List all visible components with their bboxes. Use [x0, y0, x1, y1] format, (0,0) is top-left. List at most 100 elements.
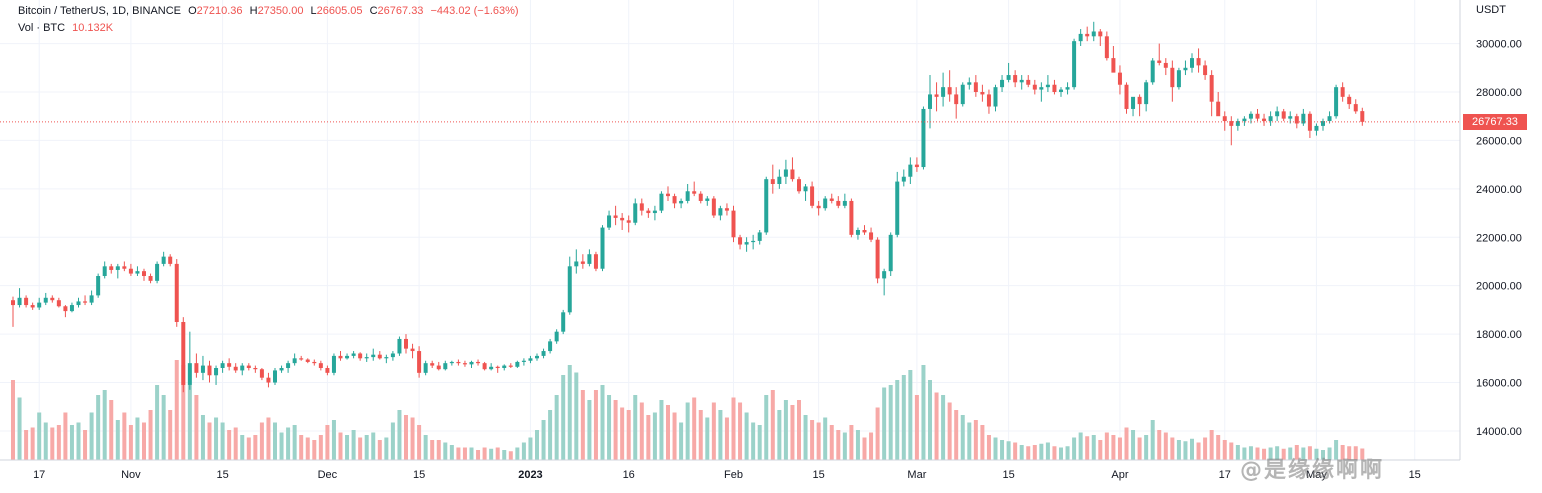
volume-bar — [816, 422, 821, 460]
volume-bar — [639, 402, 644, 460]
volume-bar — [384, 437, 389, 460]
candle — [1078, 29, 1083, 46]
candle — [548, 338, 553, 354]
candle — [135, 266, 140, 276]
volume-bar — [954, 410, 959, 460]
volume-bar — [705, 417, 710, 460]
volume-bar — [259, 422, 264, 460]
candle — [417, 346, 422, 378]
candle — [928, 75, 932, 129]
candle — [1307, 111, 1312, 138]
candle — [1321, 118, 1325, 131]
candle — [967, 77, 972, 90]
volume-bar — [921, 365, 926, 460]
volume-bar — [76, 422, 81, 460]
volume-bar — [659, 400, 664, 460]
candle — [836, 196, 841, 209]
candle — [541, 348, 546, 359]
volume-bar — [574, 372, 579, 460]
volume-bar — [207, 422, 212, 460]
volume-bar — [404, 415, 408, 460]
volume-bar — [1360, 448, 1365, 460]
y-tick-label: 26000.00 — [1476, 135, 1522, 147]
volume-bar — [122, 412, 127, 460]
candle — [299, 355, 304, 361]
candle — [122, 261, 127, 272]
candle — [980, 84, 985, 102]
x-tick-label: 17 — [33, 469, 45, 481]
candle — [816, 200, 821, 216]
symbol-title[interactable]: Bitcoin / TetherUS, 1D, BINANCE — [18, 5, 182, 17]
candle — [751, 234, 756, 250]
volume-bar — [1183, 441, 1188, 460]
volume-bar — [521, 442, 526, 460]
candle — [1360, 107, 1365, 126]
candle — [646, 208, 651, 218]
candle — [1281, 108, 1286, 122]
candle — [613, 205, 618, 226]
candle — [1150, 58, 1155, 85]
candle — [1229, 116, 1234, 146]
volume-bar — [1321, 450, 1325, 460]
volume-bar — [986, 435, 991, 460]
volume-bar — [587, 400, 592, 460]
candle — [286, 360, 291, 373]
candle — [921, 106, 926, 170]
volume-bar — [331, 420, 336, 460]
volume-bar — [941, 395, 946, 460]
candle — [476, 359, 481, 366]
volume-bar — [1006, 441, 1011, 460]
candle — [266, 372, 271, 388]
candle — [829, 193, 834, 204]
candle — [1163, 58, 1168, 76]
candle — [423, 360, 428, 376]
volume-label[interactable]: Vol · BTC — [18, 22, 66, 34]
volume-bar — [430, 440, 435, 460]
y-tick-label: 24000.00 — [1476, 184, 1522, 196]
volume-bar — [1235, 445, 1240, 460]
volume-bar — [692, 397, 697, 460]
volume-bar — [1104, 432, 1109, 460]
volume-bar — [56, 425, 61, 460]
volume-bar — [672, 412, 677, 460]
candle — [1045, 75, 1050, 92]
volume-bar — [1353, 446, 1358, 460]
candle — [1314, 123, 1319, 136]
volume-bar — [345, 435, 350, 460]
candle — [1170, 60, 1175, 102]
candle — [1137, 94, 1142, 117]
time-axis[interactable]: 17 Nov 15 Dec 15 2023 16 Feb 15 Mar 15 Apr 17 May 15 — [33, 469, 1421, 481]
volume-bar — [1229, 442, 1234, 460]
volume-bar — [443, 442, 448, 460]
volume-bar — [181, 365, 186, 460]
candle — [666, 186, 670, 201]
volume-bar — [508, 451, 513, 460]
volume-bar — [960, 415, 965, 460]
price-axis[interactable]: 14000.00 16000.00 18000.00 20000.00 22000.00… — [1476, 39, 1522, 438]
volume-bar — [351, 430, 356, 460]
candle — [521, 358, 526, 366]
volume-bar — [325, 425, 330, 460]
volume-bar — [764, 395, 769, 460]
candle — [1000, 75, 1005, 92]
candle — [259, 368, 264, 381]
volume-bar — [1111, 435, 1116, 460]
volume-bar — [783, 400, 788, 460]
candle — [770, 164, 775, 194]
candle — [764, 176, 769, 235]
volume-bar — [135, 417, 140, 460]
candle — [855, 227, 860, 240]
volume-bar — [312, 440, 317, 460]
candle — [404, 334, 408, 354]
volume-bar — [823, 417, 828, 460]
volume-bar — [423, 435, 428, 460]
volume-bar — [934, 392, 939, 460]
volume-bar — [17, 397, 22, 460]
candle — [1294, 113, 1299, 129]
y-tick-label: 22000.00 — [1476, 232, 1522, 244]
candle — [187, 331, 192, 390]
open-value: 27210.36 — [196, 5, 243, 17]
volume-bar — [620, 407, 625, 460]
candle — [155, 261, 160, 284]
